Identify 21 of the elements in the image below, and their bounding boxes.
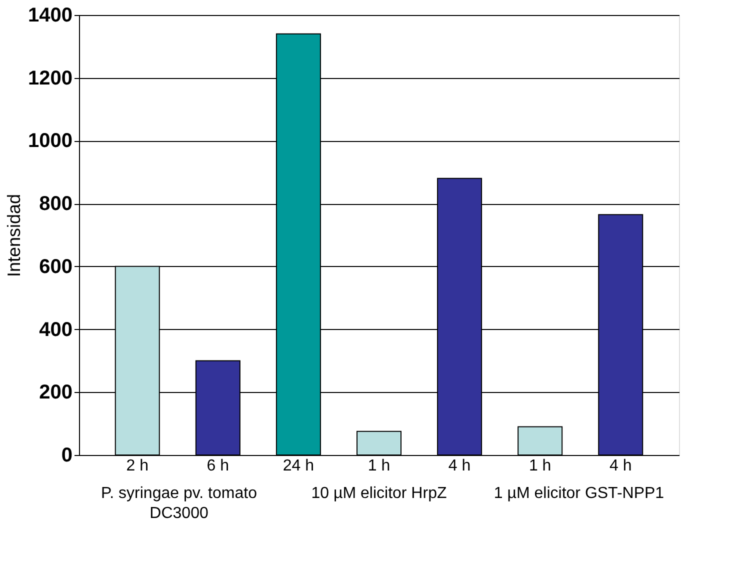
text: P. syringae pv. tomato DC3000 [101,485,258,522]
x-tick-label: 24 h [282,458,314,474]
y-tick-label: 1000 [28,130,72,152]
y-tick-label: 200 [39,382,72,404]
x-tick-label: 1 h [528,458,552,474]
x-tick-label: 1 h [368,458,390,474]
bar [356,430,402,456]
x-tick-label: 2 h [126,458,149,474]
x-tick-label: 4 h [609,458,632,474]
y-axis-title: Intensidad [4,194,24,278]
y-tick-label: 1400 [28,4,72,26]
x-tick-label: 6 h [206,458,230,474]
text: 1 µM elicitor GST-NPP1 [494,485,664,502]
x-tick-label: 4 h [448,458,471,474]
y-tick-label: 600 [39,256,72,278]
bar [518,426,563,456]
y-tick-label: 800 [39,193,72,216]
text: 10 µM elicitor HrpZ [311,485,447,502]
y-tick-label: 1200 [28,67,72,90]
y-tick-label: 0 [61,444,72,466]
y-tick-label: 400 [39,318,72,341]
